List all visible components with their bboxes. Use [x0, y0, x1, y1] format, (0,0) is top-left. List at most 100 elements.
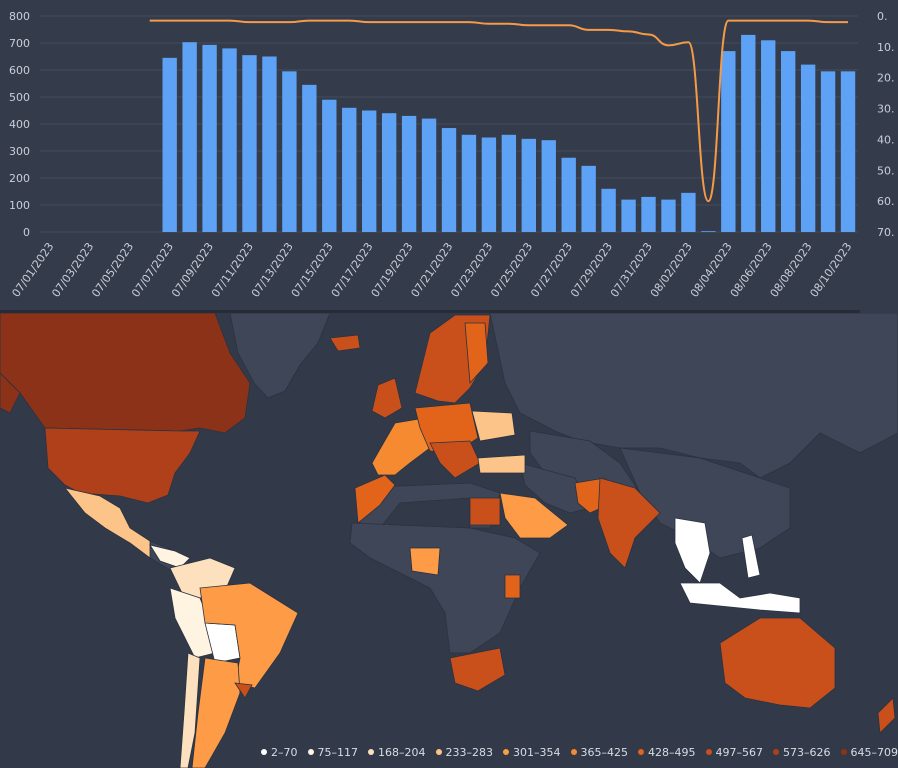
left-axis-tick-label: 500 [9, 91, 30, 104]
australia-shape [719, 617, 836, 709]
bar [521, 138, 536, 232]
canada-shape [0, 313, 251, 434]
bar [421, 118, 437, 232]
right-axis-tick-label: 20. [877, 72, 895, 85]
right-axis-tick-label: 30. [877, 103, 895, 116]
left-axis-tick-label: 600 [9, 64, 30, 77]
chile-shape [179, 652, 201, 768]
map-legend: 2–70 75–117 168–204 233–283 301–354 365–425 42… [261, 744, 898, 760]
bar [162, 57, 177, 232]
indonesia-shape [679, 582, 801, 614]
panel-divider [0, 310, 860, 313]
bar [761, 40, 776, 232]
legend-label: 75–117 [317, 745, 359, 759]
legend-label: 573–626 [783, 745, 831, 759]
bar [441, 128, 457, 232]
greenland-shape [229, 313, 331, 399]
bar [721, 51, 736, 232]
choropleth-countries [0, 313, 896, 768]
southeast-asia-shape [674, 517, 711, 584]
right-axis-tick-label: 40. [877, 133, 895, 146]
italy-balkans-shape [429, 440, 481, 479]
world-choropleth-map [0, 313, 898, 768]
legend-label: 428–495 [648, 745, 696, 759]
bar-series [162, 34, 856, 233]
bar [541, 140, 556, 232]
legend-item: 168–204 [368, 746, 426, 759]
legend-swatch-icon [570, 749, 577, 755]
legend-swatch-icon [261, 749, 267, 755]
legend-item: 301–354 [503, 746, 561, 759]
bar [581, 165, 596, 232]
nigeria-shape [409, 547, 441, 576]
bar [800, 64, 816, 232]
bar [381, 113, 397, 232]
line-path [149, 19, 849, 203]
left-axis-tick-label: 200 [9, 172, 30, 185]
africa-central-shape [349, 522, 541, 654]
right-axis-tick-label: 50. [877, 164, 895, 177]
left-axis-tick-label: 300 [9, 145, 30, 158]
legend-label: 2–70 [271, 745, 298, 759]
central-america-shape [149, 544, 191, 569]
legend-item: 645–709 [840, 745, 898, 759]
bar [661, 199, 676, 232]
legend-label: 168–204 [378, 745, 426, 759]
bar [741, 34, 756, 233]
russia-asia-shape [489, 313, 898, 479]
uruguay-shape [234, 682, 253, 699]
bar [262, 56, 277, 232]
france-spain-shape [371, 417, 431, 476]
bar [601, 188, 616, 232]
x-axis-tick-label: 08/10/2023 [807, 240, 854, 299]
bar [302, 84, 317, 232]
right-axis: 0. 10. 20. 30. 40. 50. 60. 70. [877, 10, 895, 239]
legend-swatch-icon [368, 749, 374, 755]
bar [840, 71, 856, 232]
egypt-shape [469, 497, 501, 526]
right-axis-tick-label: 70. [877, 226, 895, 239]
legend-item: 2–70 [261, 746, 298, 759]
legend-item: 497–567 [705, 746, 763, 759]
right-axis-tick-label: 10. [877, 41, 895, 54]
usa-shape [44, 427, 201, 504]
new-zealand-shape [877, 697, 896, 734]
turkey-shape [477, 454, 526, 474]
morocco-shape [354, 474, 396, 524]
bar [282, 71, 297, 232]
left-axis-tick-label: 400 [9, 118, 30, 131]
finland-shape [464, 322, 489, 384]
right-axis-tick-label: 0. [877, 10, 888, 23]
legend-item: 428–495 [638, 746, 696, 759]
legend-swatch-icon [638, 749, 644, 755]
bar [820, 71, 836, 232]
bar [401, 115, 417, 232]
legend-item: 75–117 [307, 745, 359, 759]
left-axis: 0 100 200 300 400 500 600 700 800 [9, 10, 30, 239]
bar [681, 192, 696, 232]
left-axis-tick-label: 800 [9, 10, 30, 23]
legend-label: 645–709 [850, 745, 898, 759]
south-africa-shape [449, 647, 506, 692]
legend-swatch-icon [307, 749, 314, 755]
legend-swatch-icon [773, 749, 779, 755]
bar [342, 107, 357, 232]
iran-shape [519, 462, 591, 514]
legend-item: 365–425 [570, 745, 629, 759]
bar [242, 55, 257, 233]
legend-item: 573–626 [773, 746, 831, 759]
bar [501, 134, 517, 232]
bolivia-shape [204, 622, 241, 664]
left-axis-tick-label: 0 [23, 226, 30, 239]
iceland-shape [329, 334, 361, 352]
saudi-arabia-shape [499, 492, 569, 539]
legend-swatch-icon [840, 749, 847, 755]
alaska-shape [0, 372, 21, 414]
legend-label: 365–425 [580, 745, 629, 759]
bar [561, 157, 576, 232]
bar [780, 51, 796, 232]
line-series [149, 19, 849, 203]
legend-label: 233–283 [445, 745, 494, 759]
legend-swatch-icon [705, 749, 712, 755]
argentina-shape [191, 657, 241, 768]
